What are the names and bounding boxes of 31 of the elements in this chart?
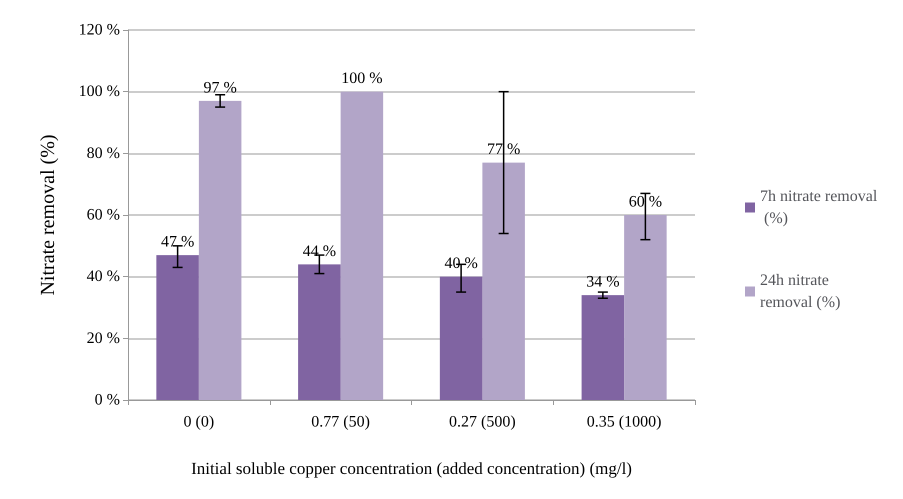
x-tick-label: 0.27 (500) xyxy=(449,414,516,430)
x-tick-label: 0.77 (50) xyxy=(311,414,370,430)
data-label: 77 % xyxy=(486,141,520,158)
x-axis-title: Initial soluble copper concentration (added concentration) (mg/l) xyxy=(191,459,632,478)
data-label: 60 % xyxy=(628,194,662,210)
bar xyxy=(156,255,199,400)
x-tick-label: 0.35 (1000) xyxy=(586,414,662,430)
data-label: 34 % xyxy=(586,274,620,291)
y-tick-label: 120 % xyxy=(78,22,120,38)
y-tick-label: 20 % xyxy=(86,330,120,347)
data-label: 47 % xyxy=(160,234,194,251)
x-tick-label: 0 (0) xyxy=(184,414,214,430)
data-label: 40 % xyxy=(444,255,478,272)
legend-label: 7h nitrate removal (%) xyxy=(760,188,878,227)
bar xyxy=(440,276,482,400)
data-label: 100 % xyxy=(341,70,383,88)
y-tick-label: 60 % xyxy=(86,206,120,224)
bar xyxy=(340,92,384,400)
y-tick-label: 0 % xyxy=(94,392,120,408)
bar xyxy=(198,100,242,400)
y-tick-label: 100 % xyxy=(78,83,120,100)
bar xyxy=(624,215,667,400)
legend-label: 24h nitrate removal (%) xyxy=(760,272,840,311)
bar xyxy=(582,295,624,400)
bar xyxy=(298,264,341,400)
bar xyxy=(482,162,525,400)
data-label: 97 % xyxy=(203,79,237,96)
y-tick-label: 80 % xyxy=(86,144,120,162)
data-label: 44 % xyxy=(302,242,336,260)
y-tick-label: 40 % xyxy=(86,268,120,286)
y-axis-title: Nitrate removal (%) xyxy=(37,134,59,296)
